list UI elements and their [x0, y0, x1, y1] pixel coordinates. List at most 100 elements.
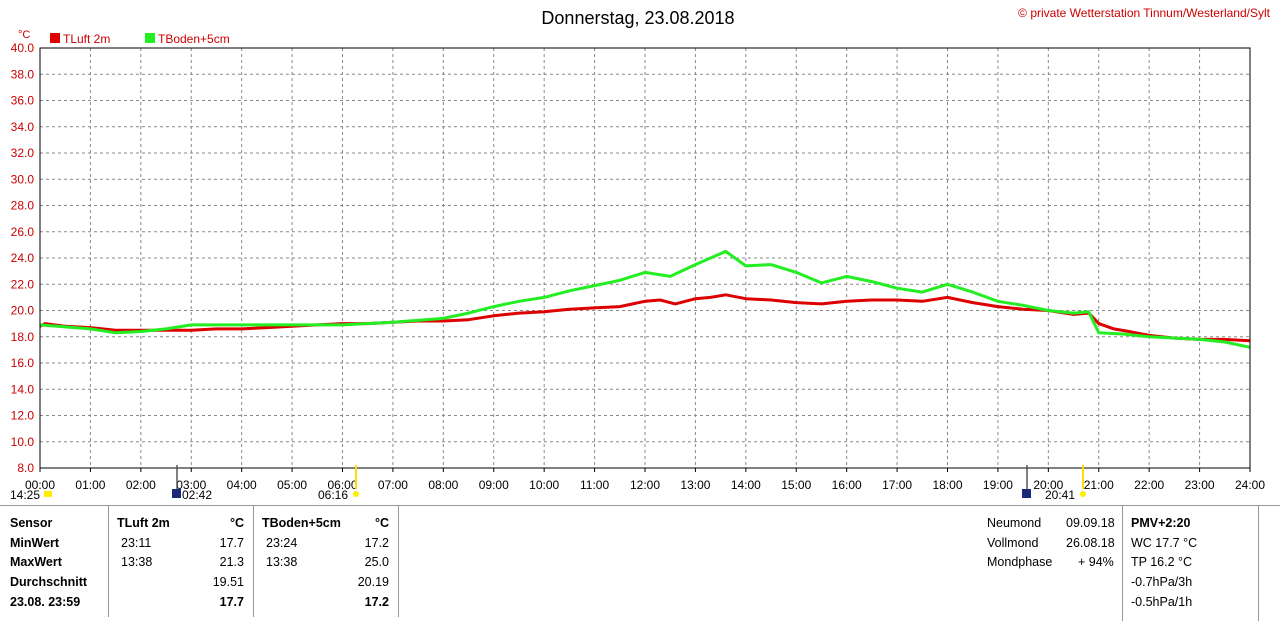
row-max-v2: 25.0: [364, 555, 389, 569]
pmv-tp: TP 16.2 °C: [1131, 555, 1193, 569]
y-tick-label: 30.0: [11, 172, 35, 186]
x-tick-label: 23:00: [1185, 478, 1215, 492]
col-divider-5: [1258, 505, 1259, 621]
row-min-label: MinWert: [10, 536, 60, 550]
row-current-v1: 17.7: [219, 595, 244, 609]
y-tick-label: 22.0: [11, 277, 35, 291]
y-tick-label: 32.0: [11, 146, 35, 160]
legend-label-tboden: TBoden+5cm: [158, 32, 230, 46]
x-tick-label: 09:00: [479, 478, 509, 492]
tluft-header: TLuft 2m: [117, 516, 170, 530]
moonrise-marker-icon: [172, 489, 181, 498]
x-tick-label: 22:00: [1134, 478, 1164, 492]
row-current-v2: 17.2: [364, 595, 389, 609]
legend-swatch-tboden: [145, 33, 155, 43]
moonset-marker-icon: [44, 491, 52, 497]
legend-swatch-tluft: [50, 33, 60, 43]
x-tick-label: 20:00: [1033, 478, 1063, 492]
moon-symbol-icon: [1022, 489, 1031, 498]
x-tick-label: 24:00: [1235, 478, 1265, 492]
row-max-t2: 13:38: [266, 555, 298, 569]
x-tick-label: 10:00: [529, 478, 559, 492]
row-min-t1: 23:11: [121, 536, 152, 550]
y-unit-label: °C: [18, 29, 30, 41]
legend-label-tluft: TLuft 2m: [63, 32, 110, 46]
row-min-v2: 17.2: [364, 536, 389, 550]
tluft-unit-header: °C: [230, 516, 245, 530]
x-tick-label: 11:00: [580, 478, 609, 492]
y-tick-label: 14.0: [11, 382, 35, 396]
row-min-t2: 23:24: [266, 536, 298, 550]
sunset-time: 20:41: [1045, 488, 1075, 502]
sunset-marker-icon: [1080, 491, 1086, 497]
col-divider-3: [398, 505, 399, 617]
tboden-unit-header: °C: [375, 516, 390, 530]
series-line-tboden: [39, 249, 1251, 349]
pmv-wc: WC 17.7 °C: [1131, 536, 1198, 550]
row-max-label: MaxWert: [10, 555, 62, 569]
x-tick-label: 14:00: [731, 478, 761, 492]
col-divider-1: [108, 505, 109, 617]
neumond-date: 09.09.18: [1066, 516, 1115, 530]
mondphase-label: Mondphase: [987, 555, 1053, 569]
x-tick-label: 15:00: [781, 478, 811, 492]
x-tick-label: 17:00: [882, 478, 912, 492]
x-tick-label: 02:00: [126, 478, 156, 492]
moonrise-time: 02:42: [182, 488, 212, 502]
neumond-label: Neumond: [987, 516, 1042, 530]
x-axis-ticks: 00:00 01:00 02:00 03:00 04:00 05:00 06:00 07:00…: [25, 468, 1265, 492]
x-tick-label: 19:00: [983, 478, 1013, 492]
pmv-title: PMV+2:20: [1131, 516, 1191, 530]
row-avg-label: Durchschnitt: [10, 575, 88, 589]
col-divider-2: [253, 505, 254, 617]
y-tick-label: 24.0: [11, 251, 35, 265]
y-tick-label: 18.0: [11, 330, 35, 344]
y-tick-label: 10.0: [11, 435, 35, 449]
x-tick-label: 05:00: [277, 478, 307, 492]
col-divider-4: [1122, 505, 1123, 621]
x-tick-label: 13:00: [680, 478, 710, 492]
x-tick-label: 03:00: [176, 478, 206, 492]
pmv-p3h: -0.7hPa/3h: [1131, 575, 1193, 589]
sunrise-time: 06:16: [318, 488, 348, 502]
y-tick-label: 20.0: [11, 304, 35, 318]
y-tick-label: 38.0: [11, 67, 35, 81]
y-axis-ticks: 8.0 10.0 12.0 14.0 16.0 18.0 20.0 22.0 24.0 26.0 2…: [11, 41, 35, 475]
vollmond-label: Vollmond: [987, 536, 1039, 550]
stats-table: Sensor TLuft 2m °C TBoden+5cm °C MinWert…: [0, 505, 1280, 621]
chart-title: Donnerstag, 23.08.2018: [541, 8, 734, 28]
x-tick-label: 18:00: [932, 478, 962, 492]
row-min-v1: 17.7: [219, 536, 244, 550]
row-max-v1: 21.3: [219, 555, 244, 569]
grid: [40, 48, 1250, 468]
y-tick-label: 16.0: [11, 356, 35, 370]
row-avg-v2: 20.19: [357, 575, 389, 589]
mondphase-value: + 94%: [1078, 555, 1114, 569]
row-max-t1: 13:38: [121, 555, 153, 569]
series-line-tluft: [39, 293, 1251, 343]
x-tick-label: 21:00: [1084, 478, 1114, 492]
pmv-p1h: -0.5hPa/1h: [1131, 595, 1193, 609]
x-tick-label: 06:00: [327, 478, 357, 492]
y-tick-label: 12.0: [11, 409, 35, 423]
y-tick-label: 8.0: [17, 461, 34, 475]
row-current-label: 23.08. 23:59: [10, 595, 81, 609]
x-tick-label: 07:00: [378, 478, 408, 492]
vollmond-date: 26.08.18: [1066, 536, 1115, 550]
series-lines: [39, 249, 1251, 349]
tboden-header: TBoden+5cm: [262, 516, 341, 530]
copyright-text: © private Wetterstation Tinnum/Westerlan…: [1018, 6, 1271, 20]
y-tick-label: 40.0: [11, 41, 35, 55]
table-top-border: [0, 505, 1280, 506]
moonset-time: 14:25: [10, 488, 40, 502]
sunrise-marker-icon: [353, 491, 359, 497]
plot-frame: [39, 47, 1251, 469]
x-tick-label: 08:00: [428, 478, 458, 492]
y-tick-label: 36.0: [11, 94, 35, 108]
x-tick-label: 12:00: [630, 478, 660, 492]
x-tick-label: 16:00: [832, 478, 862, 492]
x-tick-label: 00:00: [25, 478, 55, 492]
y-tick-label: 26.0: [11, 225, 35, 239]
y-tick-label: 34.0: [11, 120, 35, 134]
x-tick-label: 01:00: [75, 478, 105, 492]
